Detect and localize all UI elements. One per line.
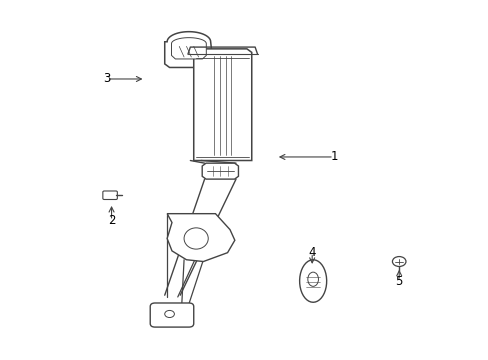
Polygon shape (171, 38, 206, 59)
FancyBboxPatch shape (102, 191, 117, 199)
Polygon shape (164, 32, 213, 67)
Circle shape (164, 310, 174, 318)
Text: 5: 5 (395, 275, 402, 288)
FancyBboxPatch shape (150, 303, 193, 327)
Ellipse shape (307, 272, 318, 286)
Text: 2: 2 (107, 214, 115, 227)
Polygon shape (193, 49, 251, 161)
Circle shape (392, 257, 405, 266)
Polygon shape (299, 260, 326, 302)
Polygon shape (202, 163, 238, 179)
Ellipse shape (183, 228, 208, 249)
Polygon shape (167, 214, 234, 261)
Text: 3: 3 (103, 72, 110, 85)
Text: 1: 1 (329, 150, 337, 163)
Text: 4: 4 (308, 246, 315, 259)
